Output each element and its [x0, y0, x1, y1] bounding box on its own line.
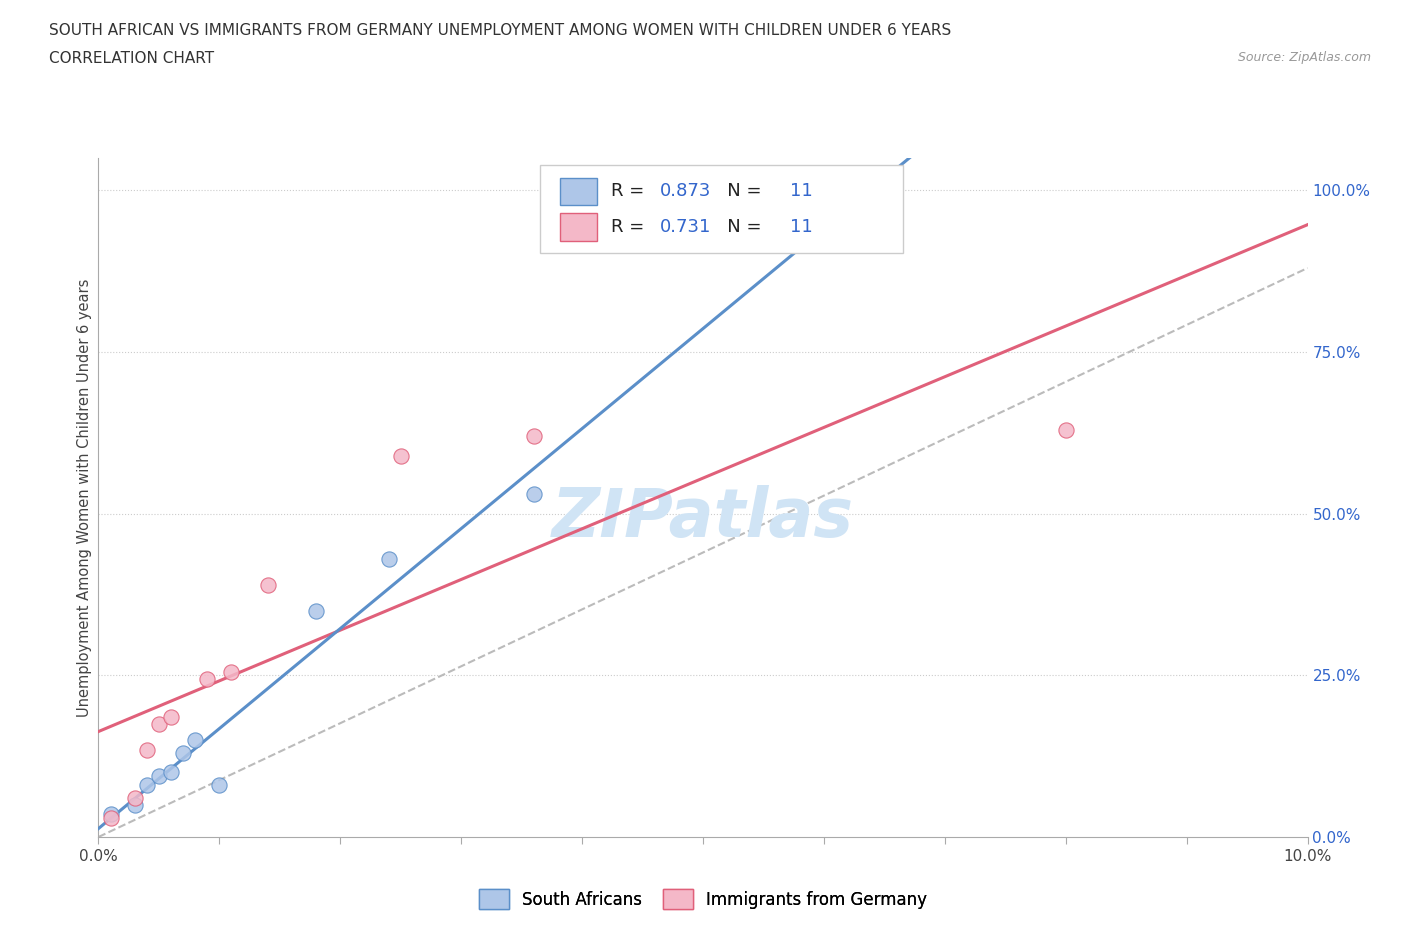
Text: N =: N = [710, 218, 768, 236]
Point [389, 448, 412, 463]
Text: R =: R = [612, 182, 650, 200]
Point [1054, 422, 1077, 437]
Text: SOUTH AFRICAN VS IMMIGRANTS FROM GERMANY UNEMPLOYMENT AMONG WOMEN WITH CHILDREN : SOUTH AFRICAN VS IMMIGRANTS FROM GERMANY… [49, 23, 952, 38]
Point [221, 665, 243, 680]
FancyBboxPatch shape [540, 165, 903, 253]
Text: 11: 11 [790, 182, 813, 200]
Point [305, 604, 328, 618]
Point [135, 742, 157, 757]
Text: CORRELATION CHART: CORRELATION CHART [49, 51, 214, 66]
Point [523, 487, 546, 502]
Text: N =: N = [710, 182, 768, 200]
Point [100, 807, 122, 822]
Point [523, 429, 546, 444]
Point [377, 551, 399, 566]
Point [124, 790, 146, 805]
Point [160, 710, 183, 724]
Point [184, 733, 207, 748]
Text: R =: R = [612, 218, 650, 236]
Point [100, 810, 122, 825]
Point [172, 746, 194, 761]
FancyBboxPatch shape [561, 178, 596, 205]
Point [256, 578, 278, 592]
Point [195, 671, 218, 686]
Point [124, 797, 146, 812]
Text: 0.731: 0.731 [659, 218, 711, 236]
Point [148, 768, 170, 783]
Point [148, 716, 170, 731]
Text: Source: ZipAtlas.com: Source: ZipAtlas.com [1237, 51, 1371, 64]
Text: ZIPatlas: ZIPatlas [553, 485, 853, 551]
Legend: South Africans, Immigrants from Germany: South Africans, Immigrants from Germany [471, 881, 935, 917]
Point [208, 777, 231, 792]
Text: 0.873: 0.873 [659, 182, 711, 200]
Point [135, 777, 157, 792]
Text: 11: 11 [790, 218, 813, 236]
Y-axis label: Unemployment Among Women with Children Under 6 years: Unemployment Among Women with Children U… [77, 278, 91, 717]
Point [160, 764, 183, 779]
FancyBboxPatch shape [561, 213, 596, 241]
